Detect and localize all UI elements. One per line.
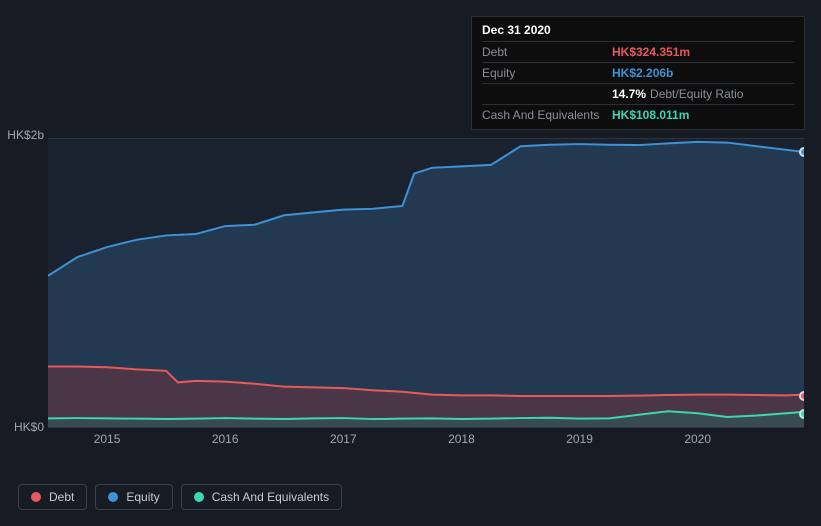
x-tick: 2018 xyxy=(448,432,475,446)
tooltip-row-ratio: 14.7% Debt/Equity Ratio xyxy=(482,83,794,104)
x-tick: 2019 xyxy=(566,432,593,446)
tooltip-ratio-label: Debt/Equity Ratio xyxy=(650,87,743,101)
tooltip-label-empty xyxy=(482,87,612,101)
legend-label: Equity xyxy=(126,490,159,504)
legend-item[interactable]: Equity xyxy=(95,484,172,510)
legend-dot-icon xyxy=(108,492,118,502)
tooltip-label: Equity xyxy=(482,66,612,80)
chart-container: HK$2b HK$0 201520162017201820192020 xyxy=(18,120,804,465)
tooltip-row-cash: Cash And Equivalents HK$108.011m xyxy=(482,104,794,125)
series-end-marker xyxy=(799,147,804,157)
x-tick: 2015 xyxy=(94,432,121,446)
chart-svg xyxy=(48,139,804,427)
chart-legend: Debt Equity Cash And Equivalents xyxy=(18,484,342,510)
legend-label: Debt xyxy=(49,490,74,504)
series-end-marker xyxy=(799,409,804,419)
legend-item[interactable]: Cash And Equivalents xyxy=(181,484,342,510)
x-tick: 2020 xyxy=(684,432,711,446)
x-tick: 2016 xyxy=(212,432,239,446)
legend-item[interactable]: Debt xyxy=(18,484,87,510)
legend-label: Cash And Equivalents xyxy=(212,490,329,504)
series-end-marker xyxy=(799,391,804,401)
x-tick: 2017 xyxy=(330,432,357,446)
tooltip-row-equity: Equity HK$2.206b xyxy=(482,62,794,83)
tooltip-ratio-value: 14.7% xyxy=(612,87,646,101)
legend-dot-icon xyxy=(194,492,204,502)
tooltip-label: Debt xyxy=(482,45,612,59)
x-axis: 2015 2016 2017 2018 2019 2020 xyxy=(48,432,804,452)
tooltip-value: HK$324.351m xyxy=(612,45,690,59)
y-tick-bottom: HK$0 xyxy=(0,420,44,434)
tooltip-value: HK$108.011m xyxy=(612,108,689,122)
chart-plot-area[interactable] xyxy=(48,138,804,428)
chart-tooltip: Dec 31 2020 Debt HK$324.351m Equity HK$2… xyxy=(471,16,805,130)
tooltip-date: Dec 31 2020 xyxy=(482,23,794,41)
tooltip-label: Cash And Equivalents xyxy=(482,108,612,122)
tooltip-value: HK$2.206b xyxy=(612,66,673,80)
tooltip-row-debt: Debt HK$324.351m xyxy=(482,41,794,62)
legend-dot-icon xyxy=(31,492,41,502)
y-tick-top: HK$2b xyxy=(0,128,44,142)
